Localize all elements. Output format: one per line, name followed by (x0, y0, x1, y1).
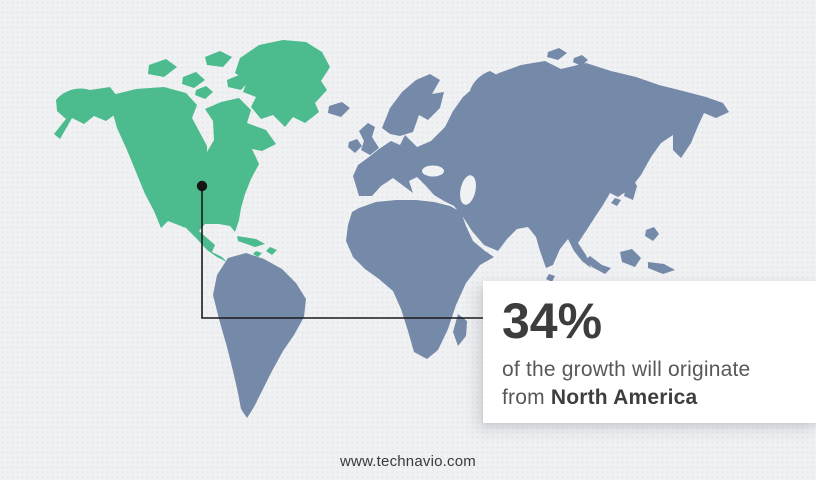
island-borneo (620, 249, 641, 267)
island-philippines (645, 227, 659, 241)
landmass-south-america (213, 253, 306, 418)
island-iceland (328, 102, 350, 117)
island-hispaniola (266, 247, 277, 255)
callout-connector-line (201, 186, 491, 319)
stat-description: of the growth will originate from North … (502, 356, 810, 412)
island-arctic-6 (195, 86, 213, 99)
island-madagascar (453, 314, 467, 346)
landmass-africa (346, 200, 494, 359)
inland-seas (422, 165, 476, 205)
island-arctic-3 (205, 51, 232, 67)
island-jamaica (253, 251, 262, 257)
location-marker-dot (196, 180, 208, 192)
island-ireland (348, 139, 362, 153)
landmass-north-america-mainland (108, 87, 276, 262)
landmass-scandinavia (382, 74, 444, 136)
stat-percentage: 34% (502, 293, 603, 349)
website-watermark: www.technavio.com (340, 453, 476, 470)
stat-line1: of the growth will originate (502, 358, 751, 381)
landmass-alaska (54, 87, 117, 139)
island-cuba (237, 236, 265, 247)
island-britain (359, 123, 379, 155)
stat-region-name: North America (550, 386, 698, 409)
island-arctic-east (573, 55, 588, 66)
region-north-america (54, 40, 330, 262)
landmass-eurasia (353, 61, 729, 268)
sea-caspian (460, 175, 476, 205)
island-svalbard (547, 48, 567, 60)
island-new-guinea (648, 262, 675, 274)
island-arctic-5 (166, 91, 185, 104)
island-arctic-4 (227, 75, 249, 90)
island-sumatra (585, 256, 611, 274)
landmass-greenland (235, 40, 330, 127)
island-japan (622, 170, 637, 200)
island-arctic-2 (182, 72, 205, 88)
island-arctic-1 (148, 59, 177, 77)
region-rest-of-world (213, 48, 729, 418)
island-sri-lanka (546, 274, 555, 282)
island-japan-south (611, 198, 621, 206)
sea-black (422, 165, 444, 177)
island-novaya-zemlya (470, 71, 497, 94)
stat-callout-card: 34% of the growth will originate from No… (483, 281, 816, 423)
stat-line2-prefix: from (502, 386, 551, 409)
